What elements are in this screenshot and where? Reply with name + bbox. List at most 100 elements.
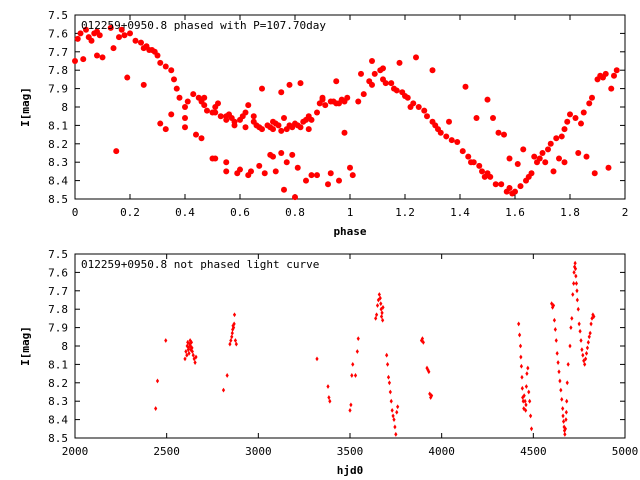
data-point — [583, 356, 588, 362]
data-point — [379, 301, 383, 307]
data-point — [185, 343, 189, 349]
data-point — [168, 111, 175, 118]
data-point — [232, 312, 237, 318]
data-point — [193, 131, 199, 138]
data-point — [140, 81, 147, 88]
data-point — [250, 113, 257, 120]
data-point — [608, 85, 615, 92]
data-point — [583, 362, 587, 367]
y-tick-label: 7.5 — [48, 9, 68, 22]
data-point — [192, 356, 196, 362]
data-point — [221, 387, 226, 393]
y-tick-label: 8.5 — [48, 193, 68, 206]
data-point — [487, 173, 494, 180]
data-point — [72, 58, 78, 64]
data-point — [519, 363, 524, 369]
data-point — [184, 98, 191, 105]
x-tick-label: 3500 — [337, 445, 364, 458]
data-point — [396, 404, 400, 410]
data-point — [465, 153, 472, 160]
data-point — [118, 26, 125, 33]
data-points — [72, 24, 620, 201]
data-point — [393, 424, 397, 430]
data-point — [495, 129, 502, 136]
data-point — [189, 347, 193, 353]
data-point — [588, 330, 592, 336]
data-point — [182, 104, 188, 110]
x-axis-label: phase — [333, 225, 366, 238]
data-point — [573, 260, 577, 266]
data-point — [182, 124, 188, 131]
data-point — [462, 83, 469, 90]
data-point — [512, 188, 518, 195]
x-axis-label: hjd0 — [337, 464, 364, 477]
data-point — [560, 396, 564, 402]
data-point — [281, 186, 287, 193]
data-point — [162, 126, 169, 133]
y-tick-label: 8 — [61, 340, 68, 353]
data-point — [558, 133, 565, 140]
data-point — [314, 109, 320, 116]
data-point — [566, 362, 570, 367]
data-point — [230, 334, 234, 340]
data-point — [327, 395, 331, 400]
data-point — [575, 288, 579, 294]
data-point — [272, 168, 279, 175]
data-point — [333, 78, 340, 85]
data-point — [281, 115, 287, 122]
data-point — [572, 270, 576, 275]
data-point — [557, 369, 561, 375]
data-point — [230, 330, 234, 336]
data-point — [553, 135, 560, 142]
data-point — [446, 118, 452, 125]
data-point — [355, 98, 362, 105]
data-point — [547, 140, 554, 147]
data-point — [470, 159, 477, 166]
plot-frame — [74, 14, 626, 200]
data-point — [520, 146, 527, 153]
data-point — [315, 356, 319, 362]
data-point — [375, 303, 380, 308]
data-point — [322, 102, 329, 109]
data-point — [198, 135, 205, 142]
data-point — [524, 384, 528, 389]
data-point — [305, 113, 312, 120]
data-point — [524, 402, 528, 408]
x-tick-label: 4000 — [428, 445, 455, 458]
data-point — [234, 170, 241, 177]
data-point — [602, 70, 609, 77]
data-point — [561, 406, 565, 411]
y-tick-label: 8.4 — [48, 175, 68, 188]
data-point — [506, 155, 513, 162]
data-point — [564, 409, 568, 415]
data-point — [380, 65, 386, 72]
data-point — [437, 129, 444, 136]
data-point — [204, 107, 210, 114]
data-point — [613, 67, 620, 74]
data-point — [374, 312, 379, 318]
data-point — [389, 398, 393, 404]
data-point — [223, 113, 230, 120]
data-point — [561, 413, 565, 419]
data-point — [473, 115, 480, 122]
data-point — [233, 338, 238, 343]
y-tick-label: 7.7 — [48, 285, 68, 298]
data-point — [326, 384, 330, 389]
data-point — [245, 172, 252, 179]
data-point — [563, 431, 567, 437]
data-point — [217, 113, 224, 120]
data-point — [528, 413, 533, 419]
data-point — [212, 109, 219, 116]
y-tick-label: 8.5 — [48, 432, 68, 445]
data-point — [410, 100, 417, 107]
y-tick-label: 8.4 — [48, 414, 68, 427]
data-point — [294, 164, 301, 171]
data-point — [349, 172, 356, 179]
data-point — [388, 80, 395, 87]
axis-ticks: 2000 2500 3000 3500 4000 4500 5000 7.5 7.6 7.7 7.8… — [48, 248, 638, 458]
x-tick-label: 2 — [622, 206, 629, 219]
data-point — [572, 115, 579, 122]
y-tick-label: 7.5 — [48, 248, 68, 261]
data-point — [349, 402, 353, 408]
data-point — [611, 72, 617, 79]
